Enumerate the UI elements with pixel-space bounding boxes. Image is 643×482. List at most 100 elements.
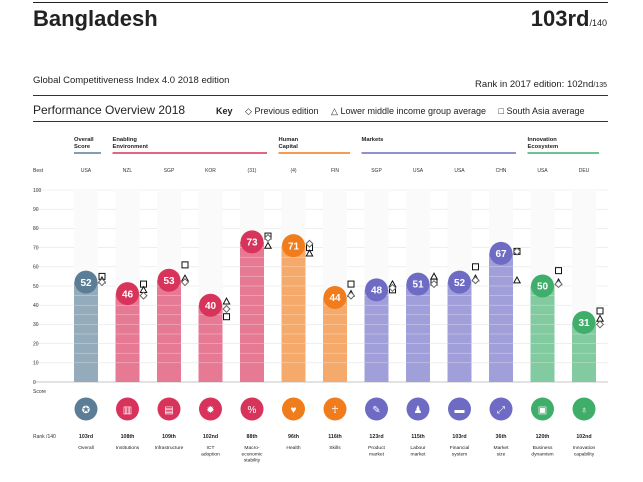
group-label: Markets — [362, 137, 384, 143]
pillar-name: Overall — [78, 445, 94, 451]
score-circle — [282, 234, 305, 258]
group-label: Capital — [279, 144, 299, 150]
y-tick-label: 80 — [33, 226, 39, 232]
score-label: 31 — [578, 318, 590, 329]
lightbulb-icon-glyph: ♁ — [580, 405, 588, 416]
bar — [364, 289, 389, 382]
pillar-rank: 123rd — [369, 434, 383, 440]
score-circle — [365, 278, 388, 302]
score-label: 46 — [122, 289, 134, 300]
pillar-name: Institutions — [116, 445, 140, 451]
lower-middle-marker — [263, 241, 273, 249]
pillar-name: size — [497, 451, 506, 457]
y-tick-label: 60 — [33, 265, 39, 271]
score-label: 50 — [537, 282, 549, 293]
bar — [74, 282, 98, 382]
people-icon-glyph: ♟ — [414, 405, 423, 416]
country-title: Bangladesh — [33, 6, 158, 31]
divider — [33, 121, 608, 122]
score-circle — [531, 274, 554, 298]
best-economy: KOR — [205, 168, 216, 174]
pillar-name: Labour — [410, 445, 426, 451]
pillar-name: Macro- — [244, 445, 260, 451]
previous-edition-marker — [222, 304, 231, 314]
best-economy: NZL — [123, 168, 133, 174]
lower-middle-marker — [305, 249, 314, 257]
pillar-rank: 103rd — [452, 434, 466, 440]
y-tick-label: 0 — [33, 380, 36, 386]
score-label: 71 — [288, 241, 300, 252]
bar — [447, 282, 472, 382]
previous-edition-marker — [554, 279, 563, 289]
best-economy: SGP — [371, 168, 382, 174]
card-icon — [448, 397, 471, 421]
document-icon-glyph: ▣ — [538, 405, 547, 416]
pillar-rank: 115th — [411, 434, 425, 440]
score-label: 52 — [80, 278, 92, 289]
previous-edition-marker — [512, 247, 522, 256]
pillar-name: stability — [244, 458, 261, 464]
best-economy: USA — [537, 168, 548, 174]
medal-icon — [74, 397, 98, 421]
rank-row-label: Rank /140 — [33, 434, 56, 440]
pillar-rank: 116th — [328, 434, 342, 440]
rank-total: /140 — [589, 18, 607, 28]
score-circle — [323, 286, 347, 310]
score-circle — [116, 282, 139, 306]
pillar-name: Health — [286, 445, 300, 451]
y-tick-label: 90 — [33, 207, 39, 213]
top-rule — [33, 2, 608, 3]
overview-title: Performance Overview 2018 — [33, 103, 186, 117]
pillar-rank: 102nd — [576, 434, 591, 440]
best-economy: CHN — [496, 168, 507, 174]
pillar-rank: 108th — [121, 434, 135, 440]
previous-rank: Rank in 2017 edition: 102nd/135 — [475, 79, 607, 90]
bar — [240, 241, 264, 382]
score-label: 40 — [205, 301, 217, 312]
card-icon-glyph: ▬ — [455, 405, 465, 416]
bar — [115, 293, 140, 382]
percent-icon — [240, 397, 264, 421]
previous-edition-marker — [388, 283, 397, 293]
previous-edition-marker — [263, 233, 273, 243]
best-economy: FIN — [331, 168, 339, 174]
previous-rank-label: Rank in 2017 edition: 102nd — [475, 79, 594, 90]
pillar-name: market — [411, 451, 427, 457]
tag-icon-glyph: ✎ — [372, 405, 380, 416]
lightbulb-icon — [572, 397, 596, 421]
y-tick-label: 100 — [33, 188, 42, 194]
pillar-name: Innovation — [573, 445, 596, 451]
pillar-rank: 96th — [288, 434, 299, 440]
score-label: 51 — [412, 280, 424, 291]
pillar-rank: 36th — [496, 434, 507, 440]
building-icon-glyph: ▥ — [123, 405, 132, 416]
medal-icon-glyph: ✪ — [82, 405, 90, 416]
y-tick-label: 30 — [33, 322, 39, 328]
score-label: 53 — [163, 276, 175, 287]
pillar-name: economic — [242, 451, 263, 457]
person-icon — [323, 397, 347, 421]
expand-icon-glyph: ⤢ — [497, 405, 505, 416]
gear-icon-glyph: ✹ — [206, 405, 214, 416]
south-asia-marker — [347, 280, 355, 288]
previous-edition-marker — [346, 291, 356, 300]
pillar-name: adoption — [201, 451, 220, 457]
best-economy: USA — [413, 168, 424, 174]
score-label: 67 — [495, 249, 507, 260]
score-circle — [489, 241, 513, 265]
score-circle — [74, 270, 98, 294]
best-economy: SGP — [164, 168, 175, 174]
pillar-name: Skills — [329, 445, 341, 451]
pillar-name: Market — [494, 445, 510, 451]
y-tick-label: 20 — [33, 341, 39, 347]
score-circle — [199, 293, 222, 317]
south-asia-marker — [181, 261, 189, 269]
score-label: 44 — [329, 293, 341, 304]
bar — [406, 284, 430, 382]
south-asia-marker — [596, 307, 604, 315]
pillar-name: ICT — [207, 445, 215, 451]
pillar-name: Product — [368, 445, 385, 451]
pillar-rank: 109th — [162, 434, 176, 440]
group-label: Environment — [113, 144, 148, 150]
